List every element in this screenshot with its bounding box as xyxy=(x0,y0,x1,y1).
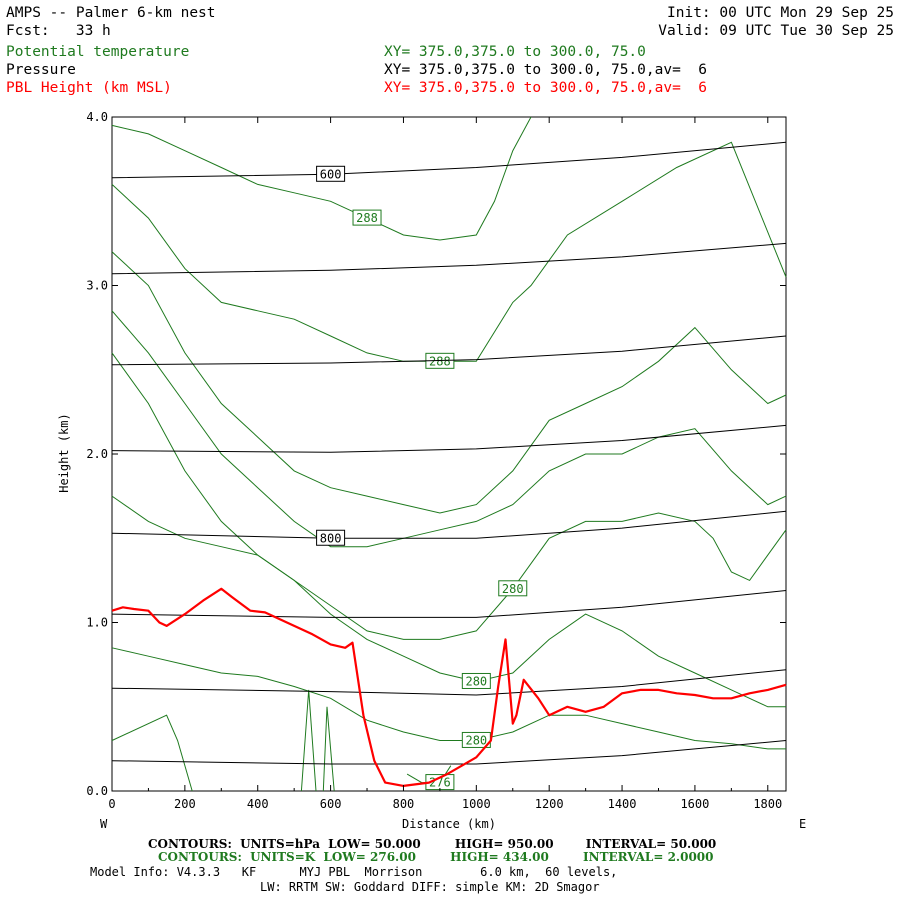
x-tick-label-6: 1200 xyxy=(535,797,564,811)
footer-theta-low: LOW= 276.00 xyxy=(323,850,416,864)
theta-contour-line-9 xyxy=(322,706,335,792)
pressure-contour-line-0 xyxy=(111,141,787,179)
footer-theta-label: CONTOURS: xyxy=(158,850,242,864)
y-axis-label: Height (km) xyxy=(57,413,71,492)
pressure-contour-line-6 xyxy=(111,669,787,696)
theta-contour-label-5: 280 xyxy=(465,674,487,688)
x-tick-label-2: 400 xyxy=(247,797,269,811)
pressure-contour-line-2 xyxy=(111,335,787,366)
theta-contour-label-0: 288 xyxy=(356,211,378,225)
legend-pressure-xy: XY= 375.0,375.0 to 300.0, 75.0,av= 6 xyxy=(384,62,708,78)
theta-contour-label-box-5 xyxy=(461,672,491,689)
theta-contour-label-4: 280 xyxy=(502,582,524,596)
footer-pressure-high: HIGH= 950.00 xyxy=(454,837,554,851)
legend-pbl-name: PBL Height (km MSL) xyxy=(6,80,172,96)
x-tick-label-0: 0 xyxy=(108,797,115,811)
theta-contour-line-0 xyxy=(111,116,532,241)
pbl-height-series xyxy=(111,587,787,788)
theta-contour-line-6 xyxy=(111,647,786,750)
legend-pressure-name: Pressure xyxy=(6,62,76,78)
pressure-contour-label-box-4 xyxy=(316,529,346,546)
pressure-contour-label-0: 600 xyxy=(320,167,342,181)
axes: 0 200 400 600 800 1000 1200 1400 1600 1800 0.0 1.0 2… xyxy=(86,110,786,811)
pressure-contour-line-4 xyxy=(111,510,787,539)
theta-contour-label-1: 288 xyxy=(429,354,451,368)
legend-theta-xy: XY= 375.0,375.0 to 300.0, 75.0 xyxy=(384,44,646,60)
theta-contour-line-5 xyxy=(111,495,786,708)
footer-pressure-interval: INTERVAL= 50.000 xyxy=(585,837,717,851)
x-tick-label-8: 1600 xyxy=(680,797,709,811)
footer-pressure-low: LOW= 50.000 xyxy=(328,837,421,851)
x-axis-label: Distance (km) xyxy=(402,817,496,831)
footer-model-info: Model Info: V4.3.3 KF MYJ PBL Morrison 6… xyxy=(90,865,618,879)
y-tick-label-3: 3.0 xyxy=(86,279,108,293)
y-tick-label-4: 4.0 xyxy=(86,110,108,124)
pressure-contour-label-box-0 xyxy=(316,165,346,182)
theta-contour-line-7 xyxy=(111,714,193,792)
theta-contour-line-3 xyxy=(111,310,787,548)
theta-contour-label-box-0 xyxy=(352,209,382,226)
y-tick-label-0: 0.0 xyxy=(86,784,108,798)
footer-model-info-2: LW: RRTM SW: Goddard DIFF: simple KM: 2D… xyxy=(260,880,600,894)
theta-contour-label-box-4 xyxy=(498,580,528,597)
theta-contour-line-4 xyxy=(111,352,787,640)
legend-pbl-xy: XY= 375.0,375.0 to 300.0, 75.0,av= 6 xyxy=(384,80,708,96)
header-valid: Valid: 09 UTC Tue 30 Sep 25 xyxy=(658,23,894,39)
header-title: AMPS -- Palmer 6-km nest xyxy=(6,5,216,21)
header-init: Init: 00 UTC Mon 29 Sep 25 xyxy=(667,5,894,21)
theta-contour-line-8 xyxy=(300,689,317,792)
west-label: W xyxy=(100,817,108,831)
pressure-contour-line-5 xyxy=(111,590,787,618)
theta-contour-label-6: 280 xyxy=(465,733,487,747)
pressure-contour-label-4: 800 xyxy=(320,531,342,545)
footer-pressure-label: CONTOURS: xyxy=(148,837,232,851)
footer-pressure-contours: CONTOURS: UNITS=hPa LOW= 50.000 HIGH= 95… xyxy=(148,838,716,851)
footer-pressure-units: UNITS=hPa xyxy=(240,837,320,851)
x-tick-label-7: 1400 xyxy=(608,797,637,811)
pressure-contours: 600 800 xyxy=(111,141,787,765)
pressure-contour-line-7 xyxy=(111,740,787,765)
y-tick-label-1: 1.0 xyxy=(86,616,108,630)
footer-theta-high: HIGH= 434.00 xyxy=(450,850,549,864)
legend-theta-name: Potential temperature xyxy=(6,44,190,60)
x-tick-label-9: 1800 xyxy=(753,797,782,811)
footer-theta-contours: CONTOURS: UNITS=K LOW= 276.00 HIGH= 434.… xyxy=(158,851,714,864)
x-tick-label-4: 800 xyxy=(393,797,415,811)
pressure-contour-line-3 xyxy=(111,424,787,453)
pressure-contour-line-1 xyxy=(111,242,787,275)
pbl-height-line xyxy=(111,587,787,788)
y-tick-label-2: 2.0 xyxy=(86,447,108,461)
footer-theta-interval: INTERVAL= 2.0000 xyxy=(583,850,714,864)
x-tick-label-1: 200 xyxy=(174,797,196,811)
x-tick-label-3: 600 xyxy=(320,797,342,811)
theta-contour-line-2 xyxy=(111,251,787,514)
east-label: E xyxy=(799,817,806,831)
x-tick-label-5: 1000 xyxy=(462,797,491,811)
header-fcst: Fcst: 33 h xyxy=(6,23,111,39)
footer-theta-units: UNITS=K xyxy=(250,850,316,864)
